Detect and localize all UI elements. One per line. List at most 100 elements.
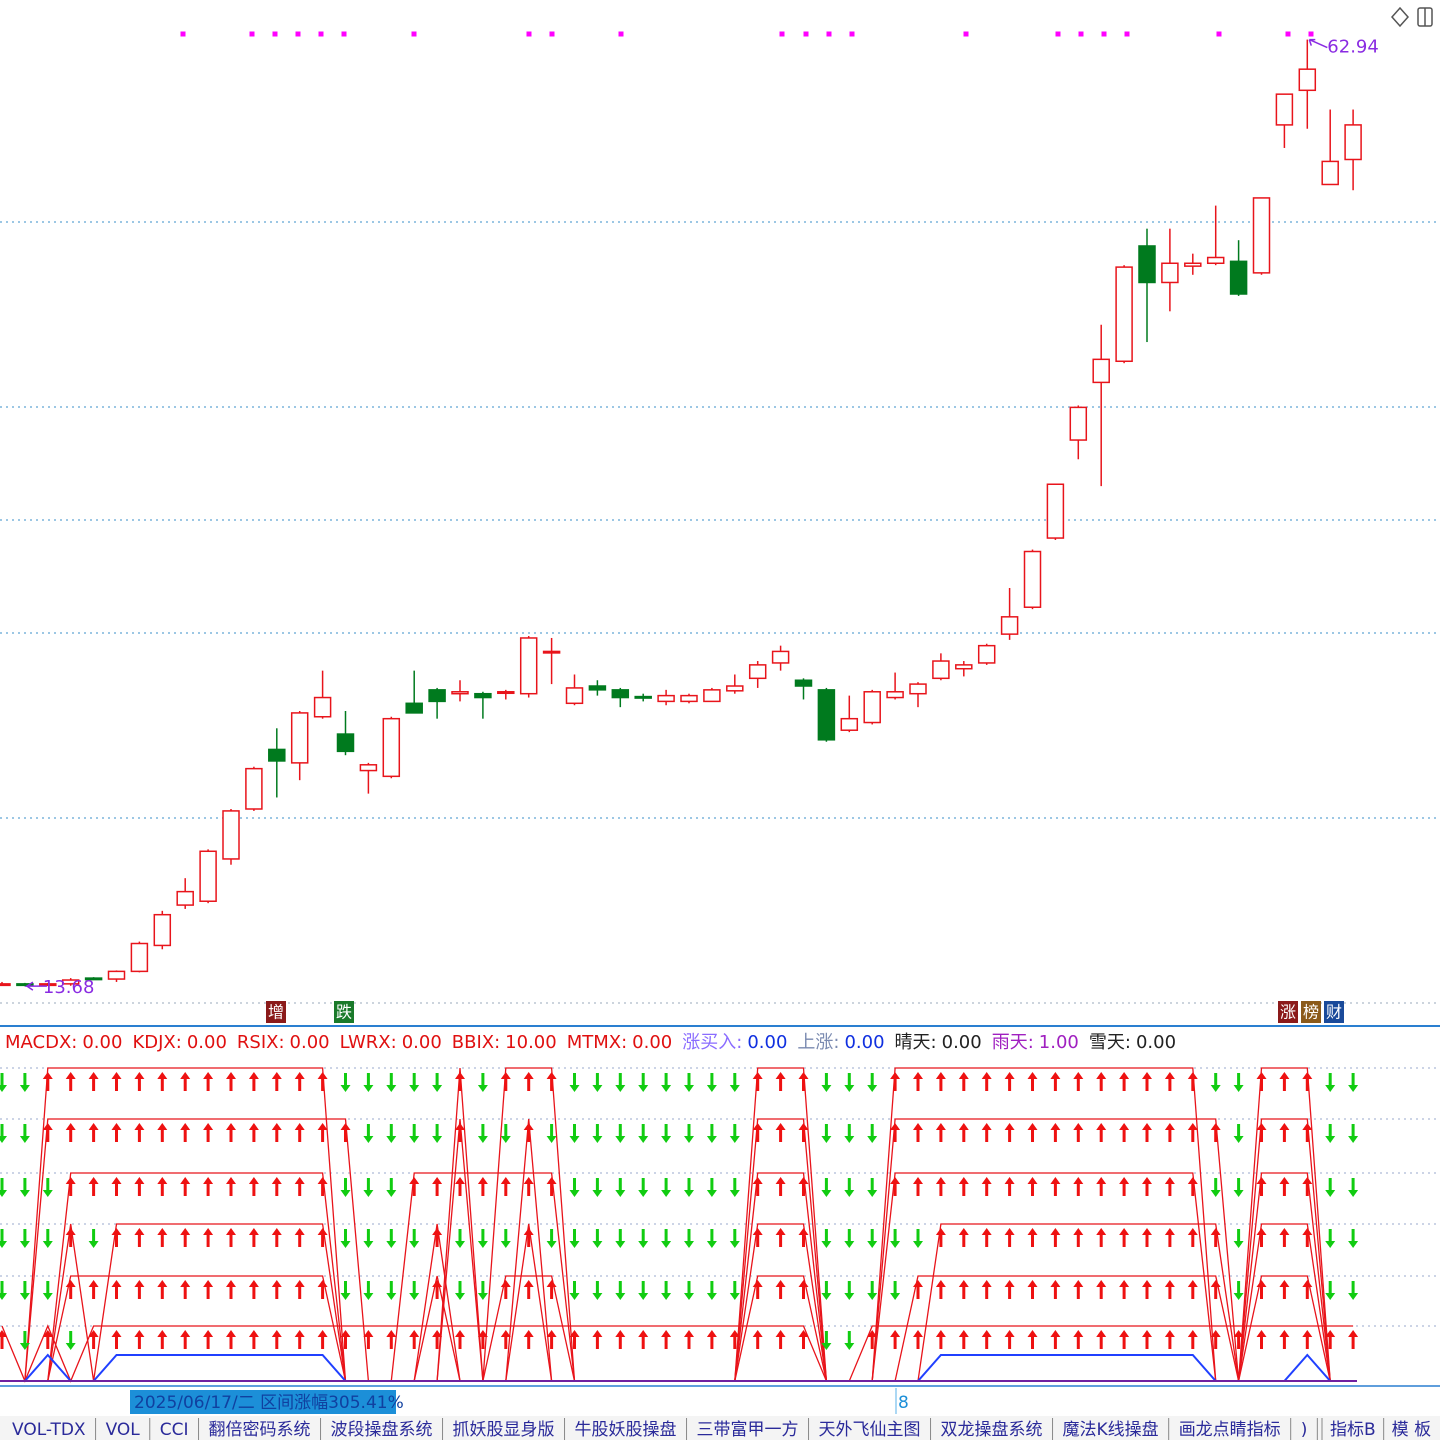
signal-dot [526,31,532,37]
down-arrow [569,1073,580,1092]
up-arrow [500,1330,511,1349]
up-arrow [752,1123,763,1142]
legend-value: 0.00 [187,1032,227,1053]
tab[interactable]: VOL-TDX [12,1420,86,1440]
down-arrow [386,1178,397,1197]
candle-body [130,942,149,973]
up-arrow [1302,1228,1313,1247]
up-arrow [546,1177,557,1196]
up-arrow [569,1330,580,1349]
event-tag: 增 [268,1003,284,1022]
window-icons [1390,6,1433,28]
candle-body [336,733,355,753]
up-arrow [88,1072,99,1091]
candle-body [1092,358,1110,384]
up-arrow [271,1072,282,1091]
candle-body [680,694,698,703]
signal-dot [549,31,555,37]
up-arrow [981,1228,992,1247]
up-arrow [180,1228,191,1247]
tab[interactable]: 画龙点睛指标 [1179,1420,1281,1440]
up-arrow [1187,1280,1198,1299]
tab[interactable]: 指标B [1330,1420,1376,1440]
up-arrow [523,1228,534,1247]
up-arrow [42,1330,53,1349]
down-arrow [386,1229,397,1248]
down-arrow [638,1229,649,1248]
down-arrow [1348,1281,1359,1300]
down-arrow [821,1281,832,1300]
up-arrow [271,1228,282,1247]
down-arrow [88,1229,99,1248]
down-arrow [42,1178,53,1197]
up-arrow [981,1177,992,1196]
down-arrow [409,1281,420,1300]
down-arrow [363,1229,374,1248]
up-arrow [1164,1123,1175,1142]
up-arrow [523,1177,534,1196]
tab[interactable]: 三带富甲一方 [697,1420,799,1440]
down-arrow [340,1073,351,1092]
up-arrow [1187,1177,1198,1196]
candle-body [61,979,80,985]
down-arrow [821,1124,832,1143]
up-arrow [203,1280,214,1299]
down-arrow [386,1124,397,1143]
down-arrow [684,1229,694,1248]
up-arrow [500,1072,511,1091]
legend-value: 0.00 [82,1032,122,1053]
up-arrow [134,1123,145,1142]
up-arrow [363,1330,374,1349]
up-arrow [729,1330,740,1349]
down-arrow [729,1073,740,1092]
tab[interactable]: CCI [160,1420,189,1440]
candle-body [588,685,607,691]
tab[interactable]: VOL [106,1420,141,1440]
tab[interactable]: 天外飞仙主图 [819,1420,921,1440]
down-arrow [569,1124,580,1143]
legend-value: 0.00 [844,1032,884,1053]
up-arrow [157,1330,168,1349]
icon-diamond[interactable] [1390,6,1410,28]
down-arrow [1348,1124,1359,1143]
legend-name: 晴天: [895,1032,937,1053]
candle-body [863,691,881,724]
up-arrow [111,1280,122,1299]
up-arrow [890,1330,901,1349]
down-arrow [684,1281,694,1300]
up-arrow [180,1072,191,1091]
tab[interactable]: 抓妖股显身版 [453,1420,555,1440]
up-arrow [248,1280,259,1299]
down-arrow [19,1073,30,1092]
candle-body [359,764,378,772]
down-arrow [867,1281,878,1300]
tab[interactable]: 波段操盘系统 [331,1420,433,1440]
down-arrow [1325,1281,1336,1300]
tab[interactable]: 模 板 [1392,1420,1431,1440]
max-arrow [1308,38,1328,49]
up-arrow [248,1072,259,1091]
candle-body [428,689,446,703]
up-arrow [981,1123,992,1142]
up-arrow [65,1177,76,1196]
up-arrow [1210,1123,1221,1142]
tab[interactable]: ) [1301,1420,1308,1440]
candle-body [451,691,469,695]
up-arrow [775,1072,786,1091]
down-arrow [729,1281,740,1300]
up-arrow [1256,1123,1267,1142]
down-arrow [615,1229,626,1248]
legend-value: 0.00 [402,1032,442,1053]
signal-dot [249,31,255,37]
candle-body [1344,124,1362,161]
tabs: VOL-TDX VOL CCI 翻倍密码系统 波段操盘系统 抓妖股显身版 牛股妖股操盘 三带富… [12,1418,1431,1440]
tab[interactable]: 双龙操盘系统 [941,1420,1043,1440]
tab[interactable]: 魔法K线操盘 [1063,1420,1159,1440]
up-arrow [1187,1228,1198,1247]
tab[interactable]: 翻倍密码系统 [209,1420,311,1440]
tab[interactable]: 牛股妖股操盘 [575,1420,677,1440]
up-arrow [1164,1330,1175,1349]
candle-body [1069,406,1088,441]
down-arrow [500,1124,511,1143]
